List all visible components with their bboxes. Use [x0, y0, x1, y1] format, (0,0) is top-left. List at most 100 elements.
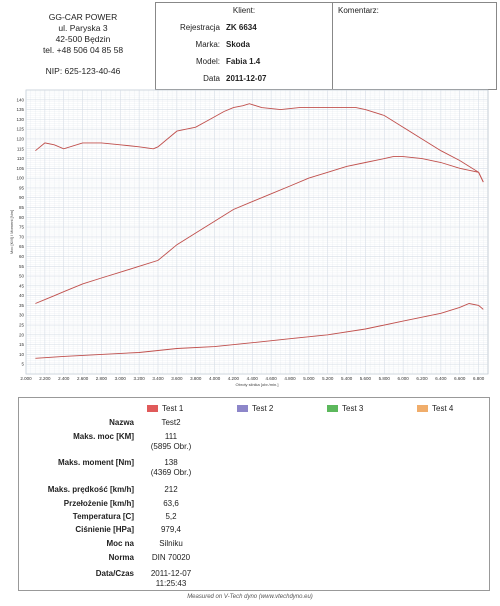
legend-swatch	[147, 405, 158, 412]
series-line-3	[35, 303, 484, 359]
legend-swatch	[237, 405, 248, 412]
y-tick-label: 30	[19, 313, 25, 318]
legend-test2: Test 2	[237, 404, 273, 414]
y-tick-label: 40	[19, 293, 25, 298]
y-tick-label: 140	[16, 97, 24, 102]
legend-swatch	[327, 405, 338, 412]
client-box: Klient: Rejestracja ZK 6634 Marka: Skoda…	[155, 2, 333, 90]
row-value: Test2	[161, 418, 181, 427]
results-table: Test 1 Test 2 Test 3 Test 4 Nazwa Test2 …	[18, 397, 490, 591]
x-axis-label: Obroty silnika [obr./min.]	[236, 382, 279, 387]
x-tick-label: 2.200	[39, 376, 51, 381]
y-tick-label: 80	[19, 215, 25, 220]
y-tick-label: 100	[16, 176, 24, 181]
series-line-1	[35, 103, 484, 183]
y-tick-label: 95	[19, 185, 25, 190]
x-tick-label: 2.400	[58, 376, 70, 381]
y-tick-label: 130	[16, 117, 24, 122]
y-tick-label: 75	[19, 225, 25, 230]
client-row-registration: Rejestracja ZK 6634	[156, 23, 332, 35]
client-value: 2011-12-07	[226, 74, 267, 83]
company-name: GG-CAR POWER	[48, 12, 118, 22]
row-value: 111	[164, 432, 178, 441]
x-tick-label: 3.800	[190, 376, 202, 381]
x-tick-label: 4.400	[247, 376, 259, 381]
y-tick-label: 25	[19, 323, 25, 328]
row-value: 138	[164, 458, 178, 467]
row-label: Norma	[108, 553, 134, 562]
client-title: Klient:	[232, 6, 256, 15]
row-label: Maks. moc [KM]	[73, 432, 134, 441]
row-value: 63,6	[163, 499, 179, 508]
row-label: Nazwa	[109, 418, 134, 427]
client-label: Rejestracja	[179, 23, 220, 32]
legend-swatch	[417, 405, 428, 412]
x-tick-label: 6.200	[416, 376, 428, 381]
y-tick-label: 105	[16, 166, 24, 171]
y-tick-label: 20	[19, 332, 25, 337]
x-tick-label: 5.600	[360, 376, 372, 381]
row-value-time: 11:25:43	[155, 579, 187, 588]
client-value: Skoda	[226, 40, 251, 49]
row-value: 5,2	[165, 512, 177, 521]
row-label: Przełożenie [km/h]	[63, 499, 134, 508]
company-street: ul. Paryska 3	[58, 23, 108, 33]
company-city: 42-500 Będzin	[55, 34, 111, 44]
row-value-rpm: (4369 Obr.)	[150, 468, 192, 477]
x-tick-label: 2.600	[77, 376, 89, 381]
x-tick-labels: 2.000 2.200 2.400 2.600 2.800 3.000 3.200 3.400…	[20, 376, 484, 381]
client-label: Model:	[195, 57, 220, 66]
legend-test3: Test 3	[327, 404, 363, 414]
y-tick-label: 5	[21, 362, 24, 367]
row-value: 979,4	[160, 525, 182, 534]
row-label: Ciśnienie [HPa]	[75, 525, 134, 534]
chart-grid	[25, 89, 489, 375]
y-tick-label: 70	[19, 234, 25, 239]
x-tick-label: 2.000	[20, 376, 32, 381]
comment-box: Komentarz:	[332, 2, 497, 90]
company-nip: NIP: 625-123-40-46	[45, 66, 121, 76]
row-label: Maks. prędkość [km/h]	[47, 485, 134, 494]
comment-title: Komentarz:	[338, 6, 379, 15]
x-tick-label: 6.600	[454, 376, 466, 381]
y-tick-label: 60	[19, 254, 25, 259]
y-tick-label: 50	[19, 274, 25, 279]
y-tick-label: 90	[19, 195, 25, 200]
x-tick-label: 4.200	[228, 376, 240, 381]
client-value: Fabia 1.4	[226, 57, 261, 66]
x-tick-label: 6.400	[435, 376, 447, 381]
row-label: Data/Czas	[95, 569, 134, 578]
y-tick-label: 10	[19, 352, 25, 357]
y-tick-label: 15	[19, 342, 25, 347]
y-tick-label: 115	[17, 146, 25, 151]
row-label: Temperatura [C]	[72, 512, 134, 521]
x-tick-label: 3.200	[134, 376, 146, 381]
client-row-date: Data 2011-12-07	[156, 74, 332, 86]
footer-credit: Measured on V-Tech dyno (www.vtechdyno.e…	[187, 594, 313, 600]
x-tick-label: 5.400	[341, 376, 353, 381]
y-tick-label: 55	[19, 264, 25, 269]
client-row-model: Model: Fabia 1.4	[156, 57, 332, 69]
row-label: Maks. moment [Nm]	[57, 458, 134, 467]
y-tick-label: 35	[19, 303, 25, 308]
row-value: 2011-12-07	[150, 569, 192, 578]
row-value: Silniku	[159, 539, 183, 548]
series-line-2	[35, 156, 484, 304]
x-tick-label: 3.000	[115, 376, 127, 381]
client-label: Marka:	[195, 40, 220, 49]
y-tick-label: 85	[19, 205, 25, 210]
y-tick-label: 65	[19, 244, 25, 249]
company-info: GG-CAR POWER ul. Paryska 3 42-500 Będzin…	[18, 12, 148, 77]
company-phone: tel. +48 506 04 85 58	[42, 45, 124, 55]
x-tick-label: 3.400	[152, 376, 164, 381]
row-value: DIN 70020	[151, 553, 191, 562]
legend-test1: Test 1	[147, 404, 183, 414]
y-tick-labels: 5 10 15 20 25 30 35 40 45 50 55 60 65 70 75 80 85 90 95 100…	[16, 97, 24, 366]
x-tick-label: 5.800	[379, 376, 391, 381]
legend: Test 1 Test 2 Test 3 Test 4	[19, 401, 489, 417]
y-axis-label: Moc [KM] / Moment [Nm]	[9, 210, 14, 254]
x-tick-label: 6.000	[398, 376, 410, 381]
x-tick-label: 5.200	[322, 376, 334, 381]
x-tick-label: 4.800	[284, 376, 296, 381]
x-tick-label: 5.000	[303, 376, 315, 381]
